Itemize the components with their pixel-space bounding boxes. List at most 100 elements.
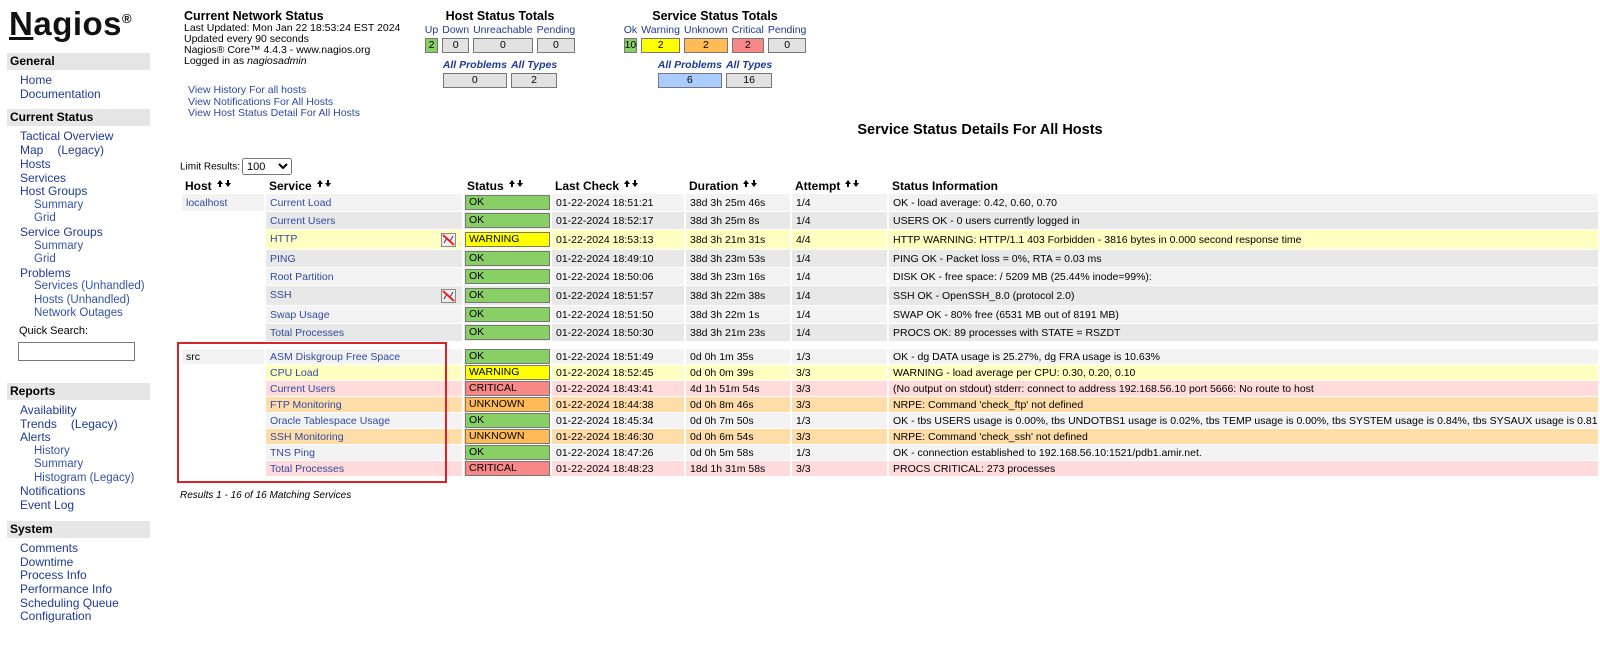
totals-box[interactable]: 0	[536, 38, 576, 53]
info-link[interactable]: View Notifications For All Hosts	[188, 95, 334, 108]
nav-link[interactable]: Documentation	[20, 86, 101, 101]
nav-link[interactable]: Event Log	[20, 498, 75, 513]
summary-label[interactable]: All Types	[510, 59, 558, 71]
service-link[interactable]: Current Users	[270, 214, 336, 227]
last-check: 01-22-2024 18:47:26	[552, 445, 684, 460]
totals-label[interactable]: Pending	[536, 24, 576, 36]
totals-box[interactable]: 2	[641, 38, 680, 53]
limit-select[interactable]: 100	[242, 158, 293, 175]
nav-link[interactable]: Alerts	[20, 430, 51, 445]
nav-link[interactable]: Process Info	[20, 568, 87, 583]
sort-arrows[interactable]	[742, 179, 758, 188]
totals-box[interactable]: 2	[424, 38, 439, 53]
last-check: 01-22-2024 18:45:34	[552, 413, 684, 428]
totals-box[interactable]: 0	[442, 38, 470, 53]
service-link[interactable]: FTP Monitoring	[270, 398, 342, 411]
summary-box[interactable]: 16	[725, 73, 773, 88]
totals-header: Up Down Unreachable Pending	[424, 24, 576, 36]
host-link[interactable]: localhost	[186, 196, 228, 209]
nav-sublink[interactable]: Histogram (Legacy)	[34, 471, 135, 484]
nav-link[interactable]: Service Groups	[20, 224, 103, 239]
nav-sublink[interactable]: Grid	[34, 253, 56, 266]
summary-box[interactable]: 6	[657, 73, 722, 88]
totals-box[interactable]: 0	[473, 38, 533, 53]
service-link[interactable]: PING	[270, 252, 296, 265]
nav-link[interactable]: (Legacy)	[57, 143, 105, 158]
nav-link[interactable]: Downtime	[20, 554, 74, 569]
host-link[interactable]: src	[186, 350, 200, 363]
nav-link[interactable]: Problems	[20, 265, 71, 280]
sort-arrows[interactable]	[844, 179, 860, 188]
nav-item: Home	[0, 73, 158, 88]
totals-label[interactable]: Ok	[623, 24, 638, 36]
service-link[interactable]: CPU Load	[270, 366, 319, 379]
service-link[interactable]: TNS Ping	[270, 446, 315, 459]
nav-sublink[interactable]: History	[34, 444, 70, 457]
totals-box[interactable]: 2	[731, 38, 764, 53]
host-cell	[182, 365, 264, 380]
nav-link[interactable]: Comments	[20, 540, 79, 555]
totals-label[interactable]: Down	[442, 24, 470, 36]
column-header: Service	[266, 178, 462, 193]
totals-label[interactable]: Unknown	[683, 24, 728, 36]
nav-item: Availability	[0, 402, 158, 418]
nav-sublink[interactable]: Summary	[34, 458, 84, 471]
totals-label[interactable]: Critical	[731, 24, 764, 36]
duration: 38d 3h 22m 38s	[686, 286, 790, 305]
service-link[interactable]: SSH Monitoring	[270, 430, 344, 443]
nav-link[interactable]: Map	[20, 143, 44, 158]
totals-box[interactable]: 2	[683, 38, 728, 53]
summary-box[interactable]: 0	[442, 73, 507, 88]
summary-label[interactable]: All Problems	[442, 59, 507, 71]
notifications-disabled-icon[interactable]	[441, 288, 456, 303]
totals-box[interactable]: 10	[623, 38, 638, 53]
nav-link[interactable]: Hosts	[20, 156, 51, 171]
nav-sublink[interactable]: Hosts (Unhandled)	[34, 293, 130, 306]
status-cell: OK	[464, 349, 550, 364]
summary-label[interactable]: All Problems	[657, 59, 722, 71]
totals-box[interactable]: 0	[767, 38, 807, 53]
service-link[interactable]: Total Processes	[270, 462, 345, 475]
info-link[interactable]: View Host Status Detail For All Hosts	[188, 107, 360, 119]
sort-arrows[interactable]	[216, 179, 232, 188]
totals-label[interactable]: Pending	[767, 24, 807, 36]
service-link[interactable]: Swap Usage	[270, 308, 330, 321]
search-input[interactable]	[18, 341, 135, 361]
service-link[interactable]: Current Users	[270, 382, 336, 395]
totals-cell: 10	[623, 37, 639, 54]
service-link[interactable]: ASM Diskgroup Free Space	[270, 350, 401, 363]
service-link[interactable]: HTTP	[270, 232, 298, 245]
summary-box[interactable]: 2	[510, 73, 558, 88]
info-link[interactable]: View History For all hosts	[188, 84, 307, 96]
nav-sublink[interactable]: Services (Unhandled)	[34, 280, 145, 293]
sort-arrows[interactable]	[508, 179, 524, 188]
summary-label[interactable]: All Types	[725, 59, 773, 71]
nav-link[interactable]: Trends	[20, 416, 57, 431]
service-link[interactable]: SSH	[270, 288, 292, 301]
service-link[interactable]: Oracle Tablespace Usage	[270, 414, 391, 427]
service-link[interactable]: Root Partition	[270, 270, 334, 283]
nav-link[interactable]: Home	[20, 73, 53, 87]
totals-label[interactable]: Unreachable	[473, 24, 533, 36]
nav-link[interactable]: Services	[20, 170, 67, 185]
totals-label[interactable]: Up	[424, 24, 439, 36]
sort-arrows[interactable]	[316, 179, 332, 188]
nav-link[interactable]: Configuration	[20, 609, 92, 624]
nav-link[interactable]: Notifications	[20, 484, 86, 499]
nav-link[interactable]: (Legacy)	[70, 416, 118, 431]
nav-sublink[interactable]: Summary	[34, 239, 84, 252]
nav-sublink[interactable]: Grid	[34, 212, 56, 225]
nav-link[interactable]: Availability	[20, 402, 77, 417]
nav-sublink[interactable]: Summary	[34, 198, 84, 211]
nav-link[interactable]: Host Groups	[20, 184, 88, 199]
nav-link[interactable]: Tactical Overview	[20, 129, 114, 144]
nav-link[interactable]: Performance Info	[20, 581, 113, 596]
totals-label[interactable]: Warning	[641, 24, 680, 36]
logo[interactable]: Nagios®	[9, 5, 132, 43]
notifications-disabled-icon[interactable]	[441, 232, 456, 247]
service-link[interactable]: Current Load	[270, 196, 332, 209]
nav-sublink[interactable]: Network Outages	[34, 307, 123, 320]
nav-link[interactable]: Scheduling Queue	[20, 595, 119, 610]
sort-arrows[interactable]	[623, 179, 639, 188]
service-link[interactable]: Total Processes	[270, 326, 345, 339]
